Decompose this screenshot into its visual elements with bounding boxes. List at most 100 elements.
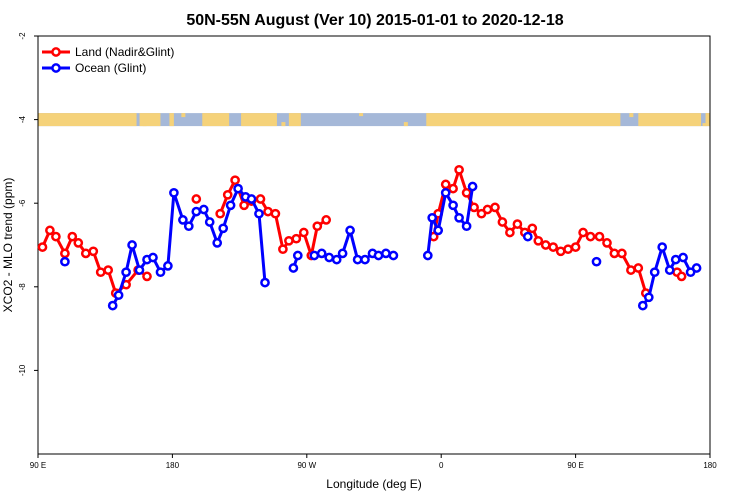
band-land-patch — [403, 122, 408, 127]
band-land — [288, 113, 301, 127]
x-tick-label: 90 E — [567, 461, 583, 470]
data-point — [291, 233, 302, 244]
land-ocean-band — [38, 113, 710, 127]
y-tick-label: -10 — [18, 364, 27, 376]
x-axis: 90 E 180 90 W 0 90 E 180 — [30, 454, 717, 470]
x-tick-label: 180 — [703, 461, 717, 470]
data-point — [155, 267, 166, 278]
data-point — [292, 250, 303, 261]
x-tick-label: 180 — [166, 461, 180, 470]
data-point — [60, 256, 70, 267]
data-point — [609, 248, 620, 259]
data-point — [637, 300, 648, 311]
data-point — [60, 248, 70, 259]
data-point — [324, 252, 335, 263]
data-point — [337, 248, 348, 259]
data-point — [497, 217, 508, 227]
data-point — [121, 267, 131, 278]
band-land-patch — [629, 113, 634, 118]
data-point — [570, 242, 581, 252]
band-land-patch — [142, 123, 147, 127]
data-point — [527, 223, 538, 234]
data-point — [212, 238, 223, 248]
data-point — [643, 292, 654, 303]
data-point — [490, 202, 500, 213]
y-tick-label: -4 — [18, 115, 27, 123]
data-point — [37, 242, 48, 252]
data-point — [316, 248, 327, 259]
data-point — [218, 223, 229, 234]
data-point — [178, 215, 188, 225]
legend: Land (Nadir&Glint) Ocean (Glint) — [42, 45, 174, 75]
data-point — [45, 225, 55, 236]
data-point — [222, 189, 233, 200]
data-point — [278, 244, 288, 255]
data-point — [183, 221, 194, 232]
data-point — [352, 254, 363, 265]
band-land — [169, 113, 174, 127]
y-axis: -2 -4 -6 -8 -10 — [18, 32, 38, 376]
data-point — [312, 221, 323, 232]
data-point — [548, 242, 559, 252]
data-point — [260, 277, 270, 288]
data-point — [230, 175, 240, 186]
data-point — [331, 254, 342, 265]
data-point — [626, 265, 636, 275]
data-point — [454, 212, 464, 223]
legend-label: Ocean (Glint) — [75, 61, 146, 75]
data-point — [67, 231, 78, 242]
data-point — [233, 183, 243, 194]
legend-marker — [51, 47, 61, 57]
data-point — [461, 187, 472, 198]
data-point — [255, 194, 266, 204]
data-point — [691, 263, 702, 273]
data-point — [169, 187, 179, 198]
band-land-patch — [359, 113, 364, 117]
data-point — [585, 231, 596, 242]
data-point — [95, 267, 106, 278]
data-point — [649, 267, 660, 278]
data-point — [127, 240, 137, 250]
data-point — [512, 219, 523, 229]
data-point — [373, 250, 384, 261]
band-land — [638, 113, 702, 127]
data-point — [633, 263, 644, 273]
data-point — [422, 250, 433, 261]
band-land-patch — [181, 113, 186, 118]
x-tick-label: 90 E — [30, 461, 46, 470]
legend-marker — [51, 63, 61, 73]
data-point — [381, 248, 391, 259]
data-point — [578, 227, 588, 238]
data-point — [657, 242, 668, 252]
data-point — [263, 206, 273, 217]
x-tick-label: 0 — [439, 461, 444, 470]
data-point — [440, 187, 451, 198]
data-point — [467, 181, 478, 192]
data-point — [482, 204, 493, 215]
data-point — [51, 231, 61, 242]
data-point — [469, 202, 479, 213]
data-point — [142, 271, 152, 282]
band-land-patch — [702, 123, 707, 127]
data-point — [563, 244, 573, 255]
data-point — [676, 271, 687, 282]
data-point — [198, 204, 209, 215]
y-axis-label: XCO2 - MLO trend (ppm) — [1, 178, 15, 313]
band-land-patch — [281, 122, 286, 127]
data-point — [533, 235, 544, 246]
data-point — [148, 252, 158, 263]
legend-label: Land (Nadir&Glint) — [75, 45, 174, 59]
data-point — [191, 194, 202, 204]
data-point — [239, 200, 249, 211]
data-point — [448, 200, 458, 211]
data-point — [678, 252, 688, 263]
data-point — [73, 238, 84, 248]
series-layer — [37, 164, 702, 311]
data-point — [298, 227, 309, 238]
data-point — [215, 208, 226, 219]
data-point — [163, 261, 173, 271]
data-point — [107, 300, 118, 311]
data-point — [345, 225, 355, 236]
data-point — [309, 250, 320, 261]
